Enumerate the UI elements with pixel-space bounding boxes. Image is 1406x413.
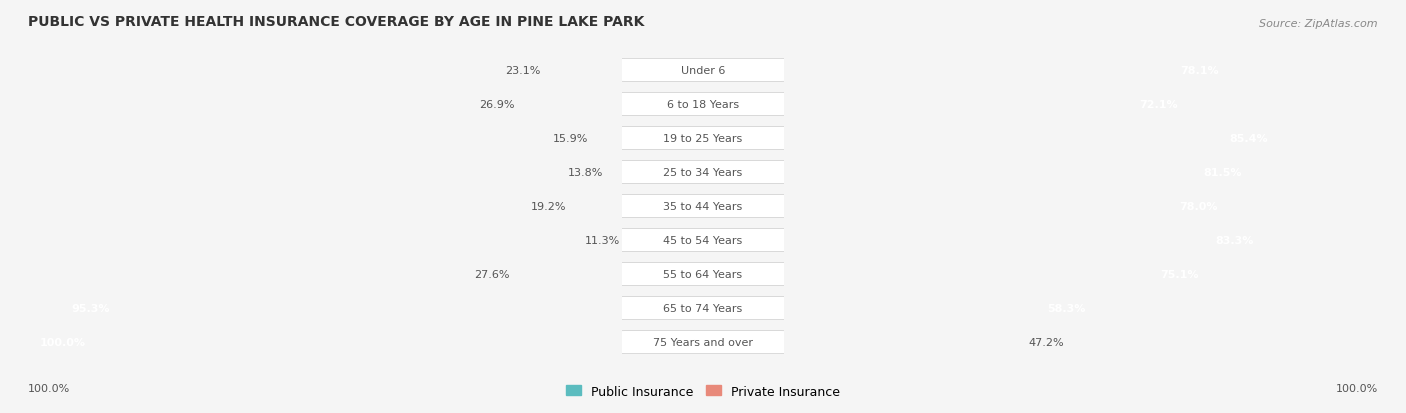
Text: PUBLIC VS PRIVATE HEALTH INSURANCE COVERAGE BY AGE IN PINE LAKE PARK: PUBLIC VS PRIVATE HEALTH INSURANCE COVER… xyxy=(28,15,644,29)
Text: 15.9%: 15.9% xyxy=(554,133,589,144)
Text: 100.0%: 100.0% xyxy=(39,337,86,347)
Text: 65 to 74 Years: 65 to 74 Years xyxy=(664,304,742,313)
Text: 35 to 44 Years: 35 to 44 Years xyxy=(664,202,742,211)
Text: 72.1%: 72.1% xyxy=(1140,100,1178,109)
Text: 23.1%: 23.1% xyxy=(505,66,540,76)
Text: 85.4%: 85.4% xyxy=(1229,133,1268,144)
Text: 100.0%: 100.0% xyxy=(1336,383,1378,393)
Text: 47.2%: 47.2% xyxy=(1029,337,1064,347)
FancyBboxPatch shape xyxy=(617,161,789,184)
Text: 13.8%: 13.8% xyxy=(568,168,603,178)
FancyBboxPatch shape xyxy=(617,263,789,286)
FancyBboxPatch shape xyxy=(617,195,789,218)
Text: Under 6: Under 6 xyxy=(681,66,725,76)
Text: 19 to 25 Years: 19 to 25 Years xyxy=(664,133,742,144)
Text: 95.3%: 95.3% xyxy=(72,304,110,313)
Text: 100.0%: 100.0% xyxy=(28,383,70,393)
FancyBboxPatch shape xyxy=(617,331,789,354)
Text: 25 to 34 Years: 25 to 34 Years xyxy=(664,168,742,178)
Text: 83.3%: 83.3% xyxy=(1216,235,1254,245)
FancyBboxPatch shape xyxy=(617,127,789,150)
Text: 6 to 18 Years: 6 to 18 Years xyxy=(666,100,740,109)
Text: 26.9%: 26.9% xyxy=(479,100,515,109)
FancyBboxPatch shape xyxy=(617,229,789,252)
Text: 75.1%: 75.1% xyxy=(1160,269,1198,280)
FancyBboxPatch shape xyxy=(617,59,789,82)
Text: Source: ZipAtlas.com: Source: ZipAtlas.com xyxy=(1260,19,1378,29)
Text: 75 Years and over: 75 Years and over xyxy=(652,337,754,347)
FancyBboxPatch shape xyxy=(617,297,789,320)
Text: 58.3%: 58.3% xyxy=(1047,304,1085,313)
Legend: Public Insurance, Private Insurance: Public Insurance, Private Insurance xyxy=(561,380,845,403)
Text: 81.5%: 81.5% xyxy=(1204,168,1241,178)
Text: 45 to 54 Years: 45 to 54 Years xyxy=(664,235,742,245)
Text: 19.2%: 19.2% xyxy=(531,202,567,211)
Text: 78.0%: 78.0% xyxy=(1180,202,1218,211)
Text: 78.1%: 78.1% xyxy=(1180,66,1219,76)
Text: 27.6%: 27.6% xyxy=(474,269,510,280)
Text: 55 to 64 Years: 55 to 64 Years xyxy=(664,269,742,280)
Text: 11.3%: 11.3% xyxy=(585,235,620,245)
FancyBboxPatch shape xyxy=(617,93,789,116)
